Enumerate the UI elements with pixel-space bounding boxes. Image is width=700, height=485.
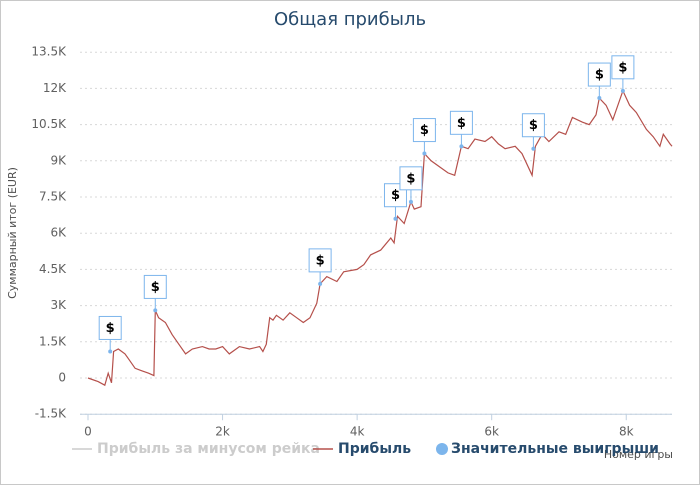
flag-label: $: [316, 253, 325, 268]
flag-box: [449, 110, 473, 135]
line-series: [87, 89, 673, 387]
x-tick-label: 2k: [215, 425, 230, 439]
flag-box: [98, 315, 122, 340]
y-tick-label: 7.5K: [39, 190, 67, 204]
flag-point: [318, 281, 323, 286]
flag-box: [143, 274, 167, 299]
flag-label: $: [391, 188, 400, 203]
legend-symbol: [436, 443, 448, 455]
y-tick-label: 6K: [50, 226, 67, 240]
flag-label: $: [618, 60, 627, 75]
flag-label: $: [457, 116, 466, 131]
x-tick-label: 4k: [350, 425, 365, 439]
flag: $: [521, 113, 545, 151]
flag-label: $: [595, 68, 604, 83]
y-tick-label: 10.5K: [31, 117, 67, 131]
y-tick-label: 13.5K: [31, 45, 67, 59]
y-tick-label: 0: [58, 371, 66, 385]
flag-box: [587, 62, 611, 87]
flag: $: [412, 118, 436, 156]
flag-point: [153, 308, 158, 313]
legend-label[interactable]: Значительные выигрыши: [451, 441, 659, 457]
flag-point: [408, 199, 413, 204]
flag-label: $: [529, 118, 538, 133]
legend-label[interactable]: Прибыль: [338, 441, 411, 457]
flag-box: [399, 166, 423, 191]
legend-label[interactable]: Прибыль за минусом рейка: [97, 441, 320, 457]
flag: $: [587, 62, 611, 101]
y-axis-title: Суммарный итог (EUR): [6, 167, 19, 299]
y-tick-label: -1.5K: [35, 407, 67, 421]
x-tick-label: 0: [84, 425, 92, 439]
flag-point: [393, 216, 398, 221]
flag: $: [308, 248, 332, 286]
flag-point: [597, 96, 602, 101]
flag-box: [611, 55, 635, 80]
flag-box: [308, 248, 332, 273]
flag: $: [98, 315, 122, 354]
flag-box: [412, 118, 436, 143]
flag-point: [620, 88, 625, 93]
flag-point: [459, 144, 464, 149]
y-tick-label: 12K: [43, 81, 67, 95]
y-tick-label: 4.5K: [39, 262, 67, 276]
chart-title: Общая прибыль: [274, 9, 426, 30]
x-axis-title: Номер игры: [604, 448, 673, 461]
flag-label: $: [151, 280, 160, 295]
x-tick-label: 6k: [484, 425, 499, 439]
flag-label: $: [106, 321, 115, 336]
flag-point: [531, 146, 536, 151]
flag-point: [108, 349, 113, 354]
flag-label: $: [406, 171, 415, 186]
x-tick-label: 8k: [619, 425, 634, 439]
flag: $: [449, 110, 473, 149]
flag-box: [521, 113, 545, 138]
flag: $: [399, 166, 423, 204]
y-tick-label: 1.5K: [39, 334, 67, 348]
flag-label: $: [420, 123, 429, 138]
flag: $: [611, 55, 635, 93]
y-tick-label: 3K: [50, 298, 67, 312]
flag-point: [422, 151, 427, 156]
y-tick-label: 9K: [50, 153, 67, 167]
flag: $: [143, 274, 167, 313]
